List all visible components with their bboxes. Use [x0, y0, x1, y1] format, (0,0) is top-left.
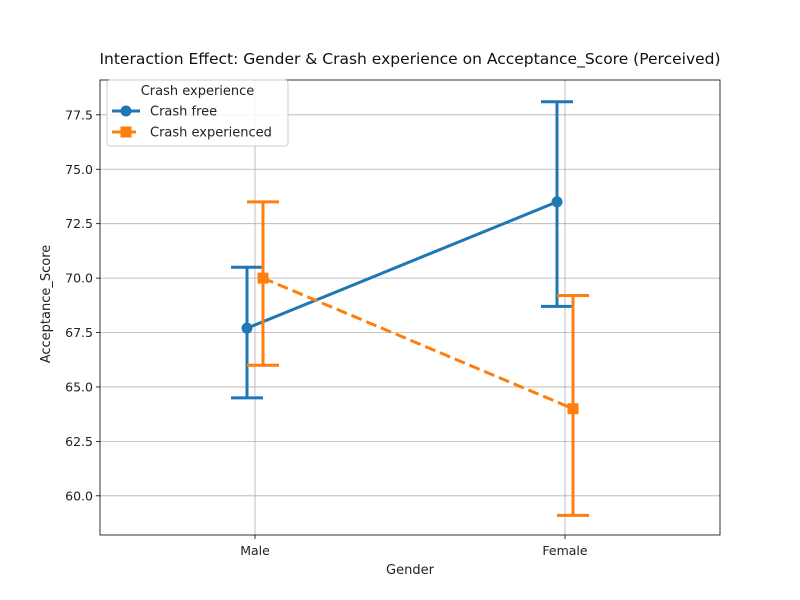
point-1-1	[567, 403, 579, 415]
series-line-1	[262, 276, 574, 411]
y-tick-label-3: 67.5	[65, 325, 93, 340]
series-1	[247, 200, 589, 517]
legend-title: Crash experience	[141, 84, 255, 99]
legend-label-0: Crash free	[150, 105, 217, 120]
x-tick-label-1: Female	[542, 543, 588, 558]
y-tick-label-5: 72.5	[65, 216, 93, 231]
y-tick-label-0: 60.0	[65, 488, 93, 503]
x-axis-label: Gender	[386, 563, 435, 578]
point-0-1	[551, 196, 563, 208]
y-tick-label-4: 70.0	[65, 271, 93, 286]
series-line-0	[246, 200, 558, 330]
x-tick-label-0: Male	[240, 543, 270, 558]
series-0	[231, 100, 573, 400]
legend-marker-1	[120, 126, 132, 138]
y-axis-label: Acceptance_Score	[39, 245, 54, 364]
legend-marker-0	[120, 105, 132, 117]
legend-label-1: Crash experienced	[150, 126, 272, 141]
point-1-0	[257, 272, 269, 284]
y-tick-label-2: 65.0	[65, 379, 93, 394]
chart-title: Interaction Effect: Gender & Crash exper…	[99, 50, 720, 69]
y-tick-label-6: 75.0	[65, 162, 93, 177]
y-tick-label-7: 77.5	[65, 107, 93, 122]
legend-box	[106, 79, 289, 147]
point-0-0	[241, 322, 253, 334]
y-tick-label-1: 62.5	[65, 434, 93, 449]
legend: Crash experience Crash free Crash experien…	[106, 79, 289, 147]
axes-frame	[99, 79, 721, 536]
